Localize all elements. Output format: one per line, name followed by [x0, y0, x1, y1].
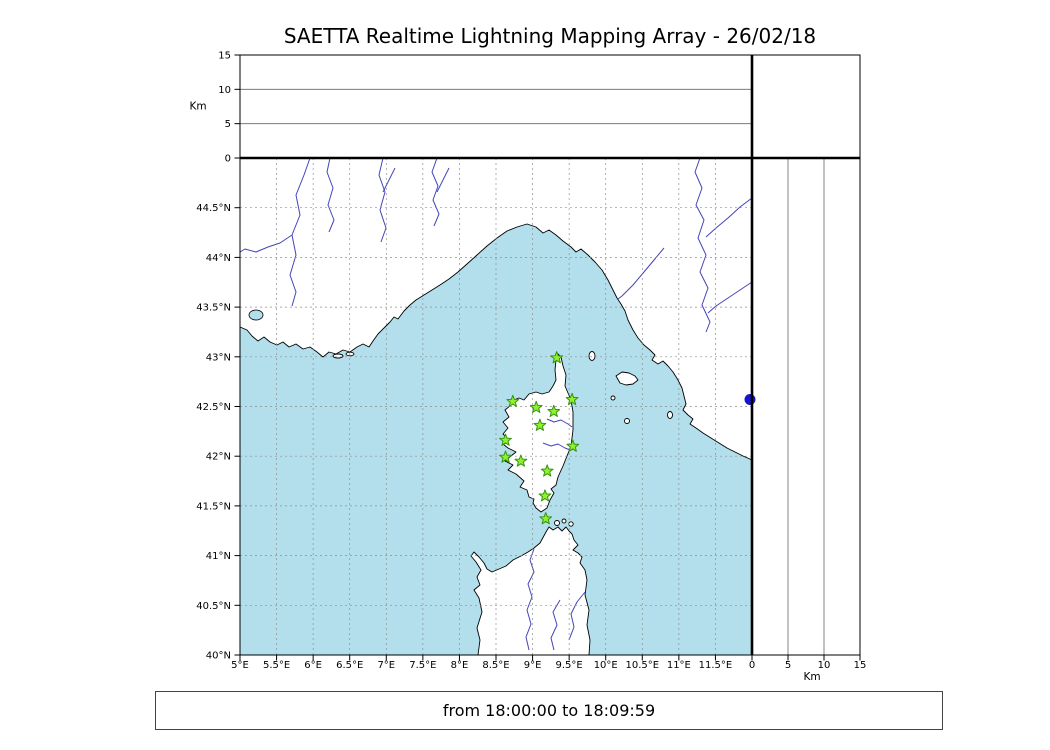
river-13 — [542, 442, 571, 451]
river-7 — [436, 167, 450, 193]
latitude-tick-label: 41.5°N — [196, 501, 231, 512]
latitude-tick-label: 44.5°N — [196, 203, 231, 214]
latitude-tick-label: 40.5°N — [196, 601, 231, 612]
station-marker — [547, 404, 561, 417]
river-15 — [550, 599, 561, 651]
altitude-top-tick-label: 15 — [218, 51, 231, 62]
altitude-right-axis-label: Km — [803, 671, 820, 683]
river-9 — [705, 197, 753, 238]
island-elba — [615, 371, 639, 386]
altitude-top-axis-label: Km — [189, 101, 206, 113]
latitude-tick-label: 42.5°N — [196, 402, 231, 413]
coastline-corsica — [502, 353, 574, 513]
latitude-tick-label: 44°N — [206, 253, 231, 264]
station-marker — [565, 392, 579, 406]
station-marker — [533, 418, 547, 431]
river-12 — [546, 418, 573, 428]
island-montecristo — [624, 418, 630, 424]
island-maddalena-1 — [554, 520, 560, 526]
latitude-tick-label: 40°N — [206, 651, 231, 662]
island-giglio — [667, 411, 673, 419]
chart-title: SAETTA Realtime Lightning Mapping Array … — [283, 24, 817, 48]
longitude-tick-label: 9°E — [524, 660, 542, 671]
latitude-tick-label: 42°N — [206, 452, 231, 463]
altitude-right-tick-label: 15 — [854, 660, 867, 671]
river-3 — [326, 157, 335, 233]
river-16 — [568, 591, 586, 641]
longitude-tick-label: 9.5°E — [556, 660, 583, 671]
station-marker — [506, 394, 520, 407]
station-marker — [566, 439, 580, 452]
altitude-right-panel-border — [751, 157, 861, 656]
altitude-top-panel-border — [239, 54, 753, 159]
station-marker — [529, 400, 543, 413]
altitude-top-tick-label: 5 — [225, 119, 231, 130]
station-marker — [540, 464, 554, 477]
river-2 — [239, 234, 293, 253]
longitude-tick-label: 7.5°E — [409, 660, 436, 671]
longitude-tick-label: 11°E — [667, 660, 691, 671]
longitude-tick-label: 7°E — [377, 660, 395, 671]
island-capraia — [588, 351, 596, 361]
station-marker — [514, 454, 528, 467]
river-8 — [694, 157, 711, 333]
island-pianosa — [610, 395, 616, 401]
latitude-tick-label: 43.5°N — [196, 303, 231, 314]
altitude-right-tick-label: 0 — [749, 660, 755, 671]
station-marker — [550, 351, 564, 364]
river-4 — [378, 157, 387, 243]
river-5 — [382, 167, 396, 193]
station-marker — [539, 512, 553, 525]
longitude-tick-label: 8.5°E — [482, 660, 509, 671]
longitude-tick-label: 10.5°E — [625, 660, 659, 671]
longitude-tick-label: 5.5°E — [263, 660, 290, 671]
longitude-tick-label: 10°E — [594, 660, 618, 671]
latitude-tick-label: 43°N — [206, 352, 231, 363]
longitude-tick-label: 6.5°E — [336, 660, 363, 671]
island-maddalena-2 — [561, 518, 567, 524]
altitude-top-tick-label: 0 — [225, 154, 231, 165]
altitude-top-tick-label: 10 — [218, 85, 231, 96]
longitude-tick-label: 8°E — [451, 660, 469, 671]
lagoon-berre — [248, 309, 264, 321]
coastline-mainland — [239, 157, 753, 461]
longitude-tick-label: 6°E — [304, 660, 322, 671]
river-11 — [617, 247, 665, 300]
river-14 — [525, 548, 535, 651]
stats-box-border — [751, 54, 861, 159]
river-6 — [431, 157, 440, 227]
longitude-tick-label: 5°E — [231, 660, 249, 671]
time-range-label: from 18:00:00 to 18:09:59 — [442, 701, 656, 720]
river-10 — [707, 281, 753, 314]
island-hyeres-1 — [332, 353, 344, 359]
altitude-right-tick-label: 5 — [785, 660, 791, 671]
flash-point — [744, 394, 756, 406]
station-marker — [499, 433, 512, 446]
station-marker — [499, 450, 512, 463]
altitude-right-tick-label: 10 — [818, 660, 831, 671]
time-range-box: from 18:00:00 to 18:09:59 — [155, 691, 943, 730]
latitude-tick-label: 41°N — [206, 551, 231, 562]
longitude-tick-label: 11.5°E — [699, 660, 733, 671]
station-marker — [538, 489, 552, 502]
